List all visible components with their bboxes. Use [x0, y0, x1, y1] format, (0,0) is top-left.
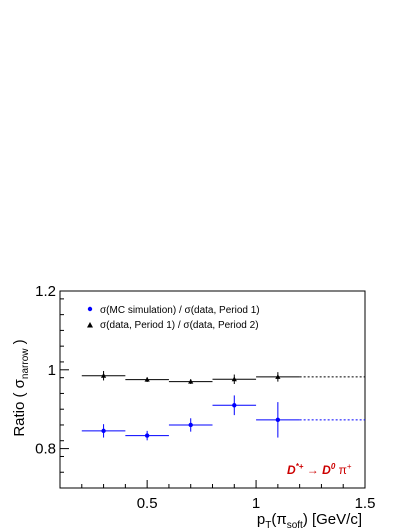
y-tick-label: 1.2: [35, 283, 56, 300]
y-tick-label: 1: [48, 362, 56, 379]
y-axis-title: Ratio ( σnarrow ): [11, 339, 31, 436]
legend-label-mc: σ(MC simulation) / σ(data, Period 1): [100, 305, 260, 316]
x-tick-label: 0.5: [137, 495, 158, 512]
data-marks: [81, 370, 365, 441]
legend-marker-data: [87, 322, 93, 328]
data-point: [188, 378, 194, 384]
data-point: [232, 403, 237, 408]
data-point: [231, 376, 237, 382]
data-point: [100, 372, 107, 378]
legend-marker-mc: [87, 306, 93, 312]
x-axis-title: pT(πsoft) [GeV/c]: [257, 511, 362, 531]
series-1: [81, 370, 365, 384]
x-tick-label: 1: [252, 495, 260, 512]
data-point: [188, 422, 193, 428]
series-0: [81, 395, 365, 441]
legend: σ(MC simulation) / σ(data, Period 1) σ(d…: [87, 305, 260, 331]
x-tick-label: 1.5: [355, 495, 376, 512]
data-point: [144, 376, 150, 382]
data-point: [144, 433, 150, 438]
data-point: [101, 428, 106, 434]
data-point: [275, 374, 281, 379]
decay-annotation: D*+ → D0 π+: [287, 462, 352, 477]
legend-label-data: σ(data, Period 1) / σ(data, Period 2): [100, 320, 259, 331]
y-tick-label: 0.8: [35, 441, 56, 458]
axes: 0.5 1 1.5 0.8 1 1.2: [35, 283, 375, 512]
data-point: [275, 417, 281, 423]
